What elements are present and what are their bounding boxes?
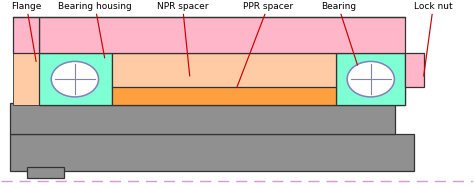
Bar xyxy=(10,134,414,171)
Ellipse shape xyxy=(51,61,99,97)
Ellipse shape xyxy=(347,61,394,97)
Text: PPR spacer: PPR spacer xyxy=(237,2,293,87)
Text: Bearing: Bearing xyxy=(321,2,357,65)
Bar xyxy=(12,17,38,53)
Bar xyxy=(12,53,38,105)
Bar xyxy=(10,103,395,134)
Bar xyxy=(336,53,405,105)
Text: Flange: Flange xyxy=(11,2,42,62)
Bar xyxy=(27,167,64,178)
Bar xyxy=(38,53,112,105)
Bar xyxy=(405,53,424,87)
Text: NPR spacer: NPR spacer xyxy=(157,2,209,76)
Bar xyxy=(38,87,405,105)
Bar xyxy=(112,87,336,105)
Bar xyxy=(38,17,405,53)
Text: Lock nut: Lock nut xyxy=(414,2,453,76)
Bar xyxy=(112,53,336,88)
Text: Bearing housing: Bearing housing xyxy=(58,2,132,58)
